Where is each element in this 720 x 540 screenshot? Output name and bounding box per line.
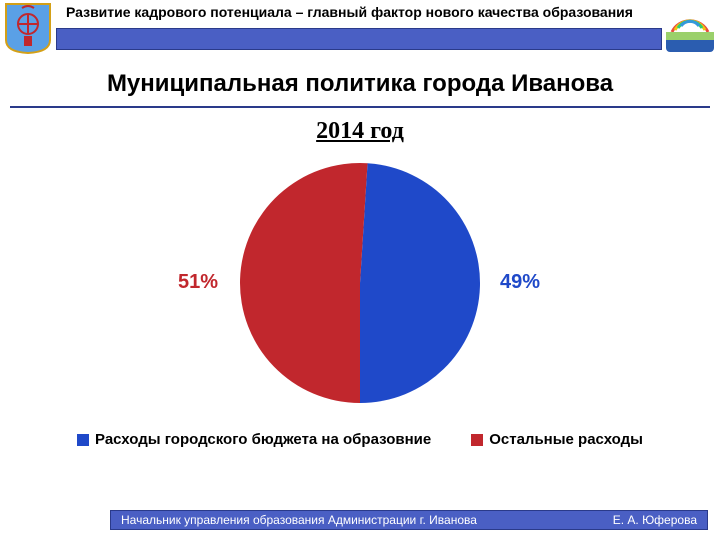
page-title: Муниципальная политика города Иванова xyxy=(20,70,700,98)
header-tagline: Развитие кадрового потенциала – главный … xyxy=(60,4,660,21)
legend-item-0: Расходы городского бюджета на образовние xyxy=(77,431,431,448)
header: Развитие кадрового потенциала – главный … xyxy=(0,0,720,64)
legend: Расходы городского бюджета на образовние… xyxy=(0,431,720,448)
slice-label-1: 51% xyxy=(178,271,218,294)
footer: Начальник управления образования Админис… xyxy=(0,510,720,532)
header-bar xyxy=(56,28,662,50)
slice-label-0: 49% xyxy=(500,271,540,294)
chart-area: 2014 год 49% 51% Расходы городского бюдж… xyxy=(0,118,720,448)
chart-title: 2014 год xyxy=(0,118,720,145)
pie-slice xyxy=(360,163,480,403)
legend-item-1: Остальные расходы xyxy=(471,431,643,448)
footer-left: Начальник управления образования Админис… xyxy=(121,513,477,527)
footer-bar: Начальник управления образования Админис… xyxy=(110,510,708,530)
legend-swatch-1 xyxy=(471,434,483,446)
footer-right: Е. А. Юферова xyxy=(613,513,697,527)
legend-text-1: Остальные расходы xyxy=(489,431,643,448)
department-logo-icon xyxy=(666,2,714,52)
legend-text-0: Расходы городского бюджета на образовние xyxy=(95,431,431,448)
legend-swatch-0 xyxy=(77,434,89,446)
city-crest-icon xyxy=(4,2,52,54)
pie-slice xyxy=(240,163,368,403)
title-underline xyxy=(10,106,710,108)
title-block: Муниципальная политика города Иванова xyxy=(0,70,720,104)
pie-chart: 49% 51% xyxy=(230,153,490,413)
